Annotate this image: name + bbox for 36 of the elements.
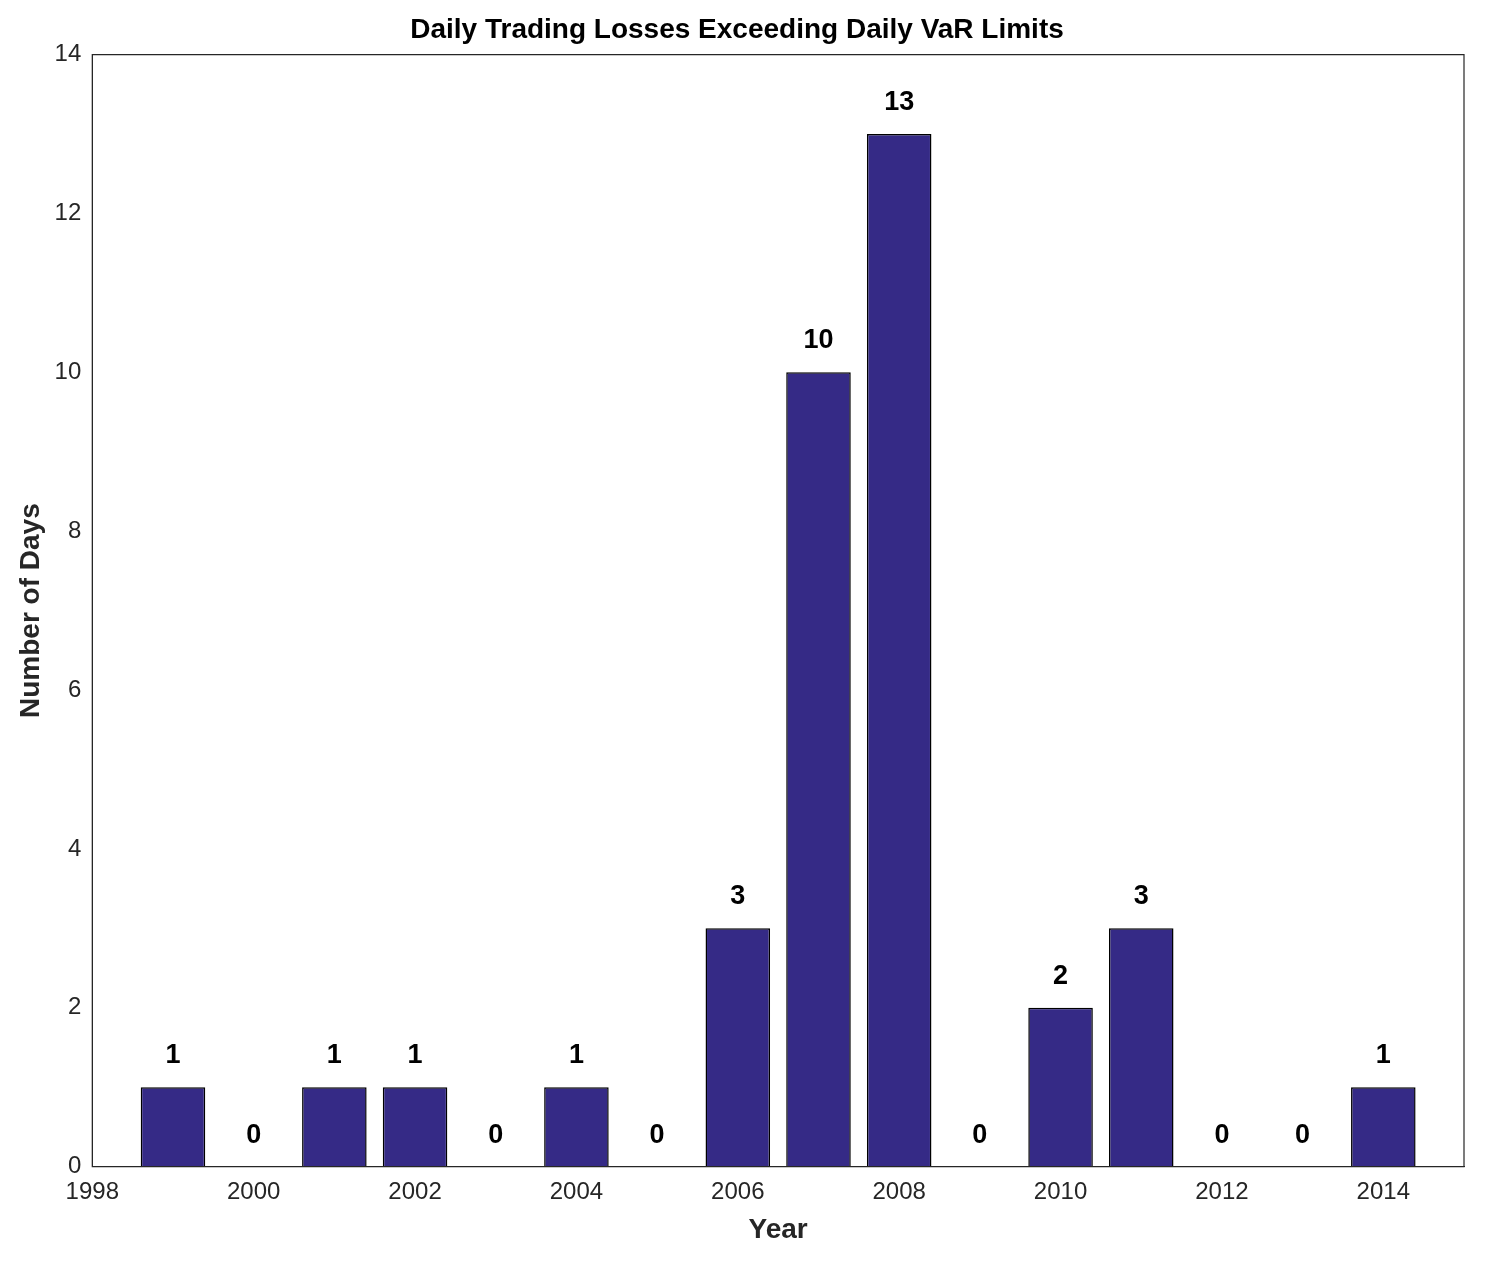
data-label: 0: [246, 1118, 262, 1149]
x-tick-label: 2008: [872, 1176, 926, 1204]
data-label: 13: [884, 85, 915, 116]
data-label: 0: [649, 1118, 665, 1149]
data-label: 0: [972, 1118, 988, 1149]
y-tick-label: 14: [54, 39, 82, 67]
data-label: 3: [1133, 880, 1149, 911]
data-label: 0: [1214, 1118, 1230, 1149]
data-label: 1: [407, 1039, 423, 1070]
data-label: 0: [488, 1118, 504, 1149]
x-tick-label: 2006: [711, 1176, 765, 1204]
data-label: 0: [1295, 1118, 1311, 1149]
x-axis-title: Year: [748, 1212, 808, 1244]
y-tick-label: 8: [67, 515, 82, 543]
y-axis-title: Number of Days: [13, 503, 45, 718]
x-tick-label: 2000: [226, 1176, 281, 1204]
y-tick-label: 12: [54, 198, 82, 226]
y-tick-label: 4: [67, 833, 82, 861]
x-tick-label: 2004: [549, 1176, 604, 1204]
x-tick-label: 2012: [1195, 1176, 1249, 1204]
x-tick-label: 1998: [65, 1176, 119, 1204]
data-label: 1: [1375, 1039, 1391, 1070]
data-label: 1: [326, 1039, 342, 1070]
y-tick-label: 6: [67, 674, 82, 702]
x-tick-label: 2010: [1033, 1176, 1088, 1204]
y-tick-label: 0: [67, 1151, 82, 1179]
chart-title: Daily Trading Losses Exceeding Daily VaR Limits: [410, 12, 1064, 44]
data-label: 3: [730, 880, 746, 911]
data-label: 1: [568, 1039, 584, 1070]
x-tick-label: 2002: [388, 1176, 442, 1204]
data-label: 10: [803, 324, 834, 355]
y-tick-label: 2: [67, 992, 82, 1020]
x-tick-label: 2014: [1356, 1176, 1411, 1204]
data-label: 1: [165, 1039, 181, 1070]
y-tick-label: 10: [54, 356, 82, 384]
data-label: 2: [1053, 959, 1069, 990]
